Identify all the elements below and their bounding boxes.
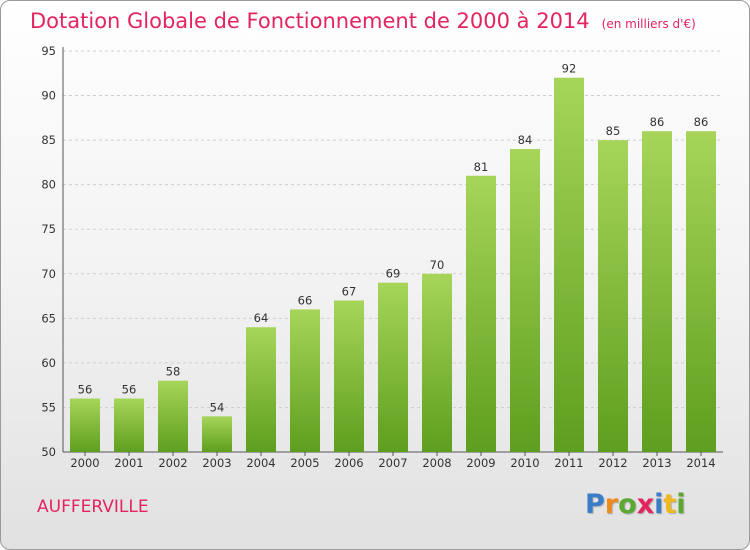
bar bbox=[290, 309, 320, 452]
data-label: 69 bbox=[386, 267, 401, 281]
bar bbox=[598, 140, 628, 452]
x-tick-label: 2000 bbox=[70, 456, 99, 470]
logo-letter: t bbox=[663, 489, 677, 520]
x-tick-label: 2004 bbox=[246, 456, 275, 470]
chart-title-text: Dotation Globale de Fonctionnement de 20… bbox=[30, 9, 590, 33]
data-label: 56 bbox=[122, 383, 137, 397]
x-tick-label: 2006 bbox=[334, 456, 363, 470]
y-tick-label: 75 bbox=[41, 222, 56, 236]
x-tick-label: 2010 bbox=[510, 456, 539, 470]
bar bbox=[114, 398, 144, 452]
data-label: 92 bbox=[562, 62, 577, 76]
data-label: 66 bbox=[298, 293, 313, 307]
bar bbox=[246, 327, 276, 452]
y-tick-label: 85 bbox=[41, 133, 56, 147]
data-label: 84 bbox=[518, 133, 533, 147]
chart-unit: (en milliers d'€) bbox=[601, 17, 696, 31]
logo-letter: o bbox=[618, 489, 637, 520]
y-tick-label: 80 bbox=[41, 178, 56, 192]
data-label: 70 bbox=[430, 258, 445, 272]
x-tick-label: 2005 bbox=[290, 456, 319, 470]
logo-letter: x bbox=[636, 489, 655, 520]
bar bbox=[70, 398, 100, 452]
y-tick-label: 50 bbox=[41, 445, 56, 459]
chart-title: Dotation Globale de Fonctionnement de 20… bbox=[30, 9, 696, 33]
logo-letter: P bbox=[585, 489, 605, 520]
x-tick-label: 2002 bbox=[158, 456, 187, 470]
bar bbox=[642, 131, 672, 452]
bar bbox=[510, 149, 540, 452]
y-tick-label: 65 bbox=[41, 311, 56, 325]
x-tick-label: 2007 bbox=[378, 456, 407, 470]
data-label: 54 bbox=[210, 400, 225, 414]
proxiti-logo: Proxiti bbox=[585, 489, 686, 520]
y-tick-label: 55 bbox=[41, 400, 56, 414]
logo-letter: i bbox=[676, 489, 686, 520]
data-label: 58 bbox=[166, 365, 181, 379]
bar bbox=[422, 273, 452, 452]
data-label: 67 bbox=[342, 285, 357, 299]
bar bbox=[466, 175, 496, 452]
logo-letter: r bbox=[604, 489, 619, 520]
x-tick-label: 2009 bbox=[466, 456, 495, 470]
data-label: 64 bbox=[254, 311, 269, 325]
y-tick-label: 90 bbox=[41, 89, 56, 103]
x-tick-label: 2011 bbox=[554, 456, 583, 470]
bar bbox=[378, 282, 408, 452]
x-tick-label: 2001 bbox=[114, 456, 143, 470]
data-label: 81 bbox=[474, 160, 489, 174]
bar bbox=[686, 131, 716, 452]
y-tick-label: 70 bbox=[41, 267, 56, 281]
x-tick-label: 2012 bbox=[598, 456, 627, 470]
commune-name: AUFFERVILLE bbox=[37, 497, 149, 517]
data-label: 85 bbox=[606, 124, 621, 138]
data-label: 86 bbox=[650, 115, 665, 129]
x-tick-label: 2003 bbox=[202, 456, 231, 470]
y-tick-label: 60 bbox=[41, 356, 56, 370]
data-label: 56 bbox=[78, 383, 93, 397]
bar bbox=[554, 77, 584, 452]
bar bbox=[158, 380, 188, 452]
x-tick-label: 2013 bbox=[642, 456, 671, 470]
x-tick-label: 2014 bbox=[686, 456, 715, 470]
logo-letter: i bbox=[654, 489, 664, 520]
y-tick-label: 95 bbox=[41, 44, 56, 58]
data-label: 86 bbox=[694, 115, 709, 129]
bar bbox=[202, 416, 232, 452]
bar bbox=[334, 300, 364, 452]
x-tick-label: 2008 bbox=[422, 456, 451, 470]
